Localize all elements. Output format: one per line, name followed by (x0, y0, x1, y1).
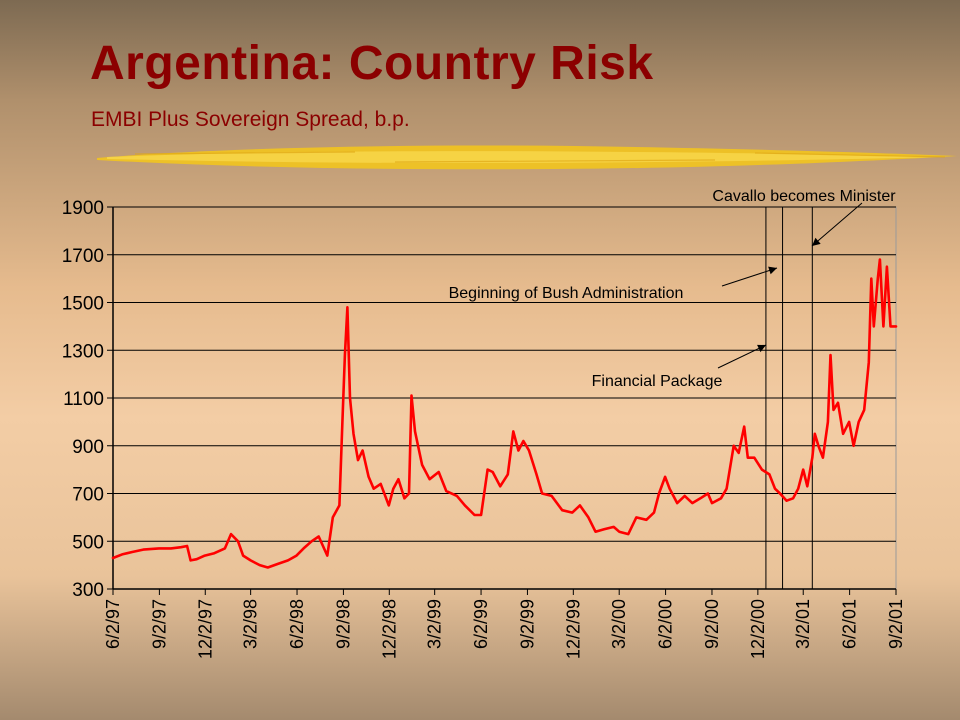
y-tick-label: 1900 (62, 198, 104, 219)
event-lines (765, 207, 813, 589)
annotation-arrow (811, 202, 863, 247)
y-tick-label: 1300 (62, 341, 104, 362)
arrow-head (768, 266, 777, 275)
x-tick-label: 6/2/99 (471, 599, 491, 649)
arrow-head (757, 344, 766, 353)
annotation-arrow (717, 344, 767, 369)
x-tick-label: 12/2/98 (379, 599, 399, 659)
y-tick-label: 1100 (63, 389, 104, 410)
spread-series-line (111, 258, 898, 569)
annotation-label: Cavallo becomes Minister (712, 188, 896, 205)
axes (107, 206, 897, 595)
y-tick-label: 300 (72, 580, 104, 601)
arrow-head (812, 237, 821, 246)
y-tick-label: 1700 (62, 246, 104, 267)
x-tick-label: 12/2/97 (195, 599, 215, 659)
x-tick-label: 3/2/98 (241, 599, 261, 649)
x-tick-label: 6/2/97 (103, 599, 123, 649)
y-tick-label: 700 (72, 485, 104, 506)
x-tick-labels: 6/2/97 9/2/97 12/2/97 3/2/98 6/2/98 9/2/98 12/… (103, 599, 906, 659)
y-tick-label: 500 (72, 532, 104, 553)
x-tick-label: 3/2/99 (425, 599, 445, 649)
grid-lines (112, 206, 897, 590)
annotations: Cavallo becomes Minister Beginning of Bus… (449, 188, 897, 390)
y-tick-label: 1500 (62, 294, 104, 315)
x-tick-label: 9/2/00 (702, 599, 722, 649)
y-tick-label: 900 (72, 437, 104, 458)
x-tick-label: 6/2/01 (840, 599, 860, 649)
x-tick-label: 12/2/00 (748, 599, 768, 659)
annotation-label: Financial Package (592, 373, 723, 390)
annotation-arrow (721, 267, 778, 287)
x-tick-label: 9/2/01 (886, 599, 906, 649)
x-tick-label: 9/2/97 (149, 599, 169, 649)
x-tick-label: 3/2/01 (793, 599, 813, 649)
x-tick-label: 12/2/99 (563, 599, 583, 659)
slide-subtitle: EMBI Plus Sovereign Spread, b.p. (91, 108, 410, 131)
x-tick-label: 6/2/98 (287, 599, 307, 649)
slide-title: Argentina: Country Risk (90, 37, 654, 90)
x-tick-label: 6/2/00 (656, 599, 676, 649)
brush-stroke-decoration (97, 145, 957, 170)
series-layer (111, 258, 898, 569)
x-tick-label: 9/2/98 (333, 599, 353, 649)
x-tick-label: 9/2/99 (517, 599, 537, 649)
x-tick-label: 3/2/00 (609, 599, 629, 649)
y-tick-labels: 300 500 700 900 1100 1300 1500 1700 1900 (62, 198, 104, 601)
annotation-label: Beginning of Bush Administration (449, 285, 684, 302)
